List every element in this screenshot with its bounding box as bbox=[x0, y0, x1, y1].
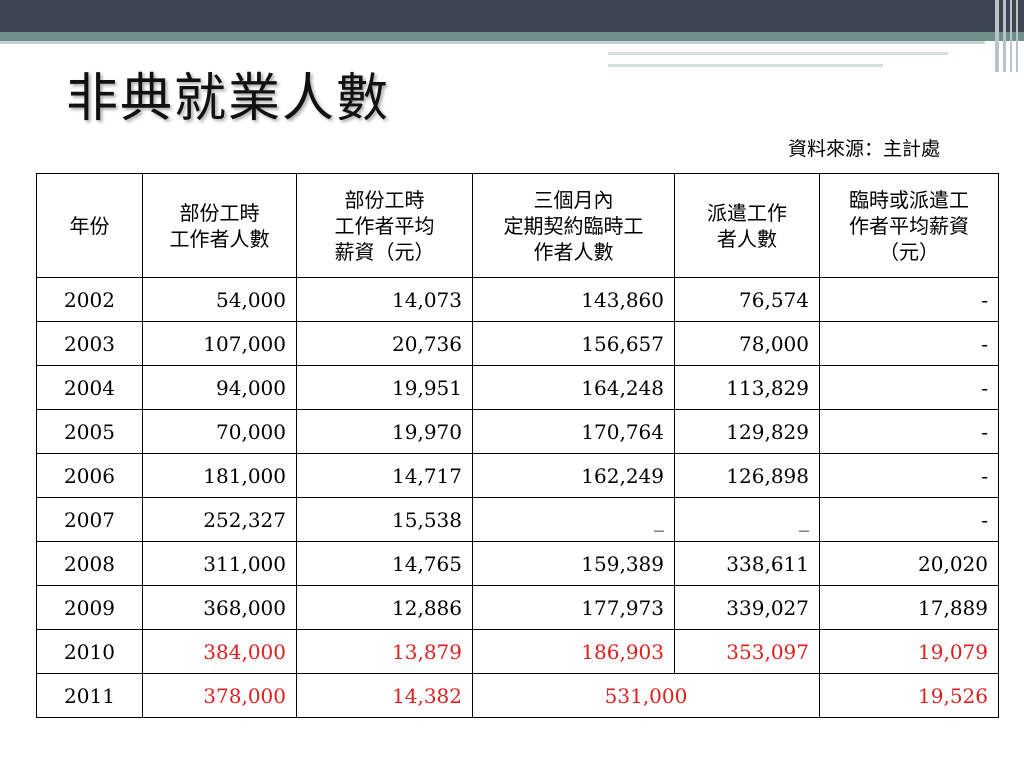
cell-temp-dispatch-wage: - bbox=[819, 321, 999, 366]
table-row: 2008 311,000 14,765 159,389 338,611 20,0… bbox=[36, 541, 999, 586]
cell-dispatch-count: 113,829 bbox=[674, 365, 820, 410]
cell-temp-contract-count: _ bbox=[472, 497, 675, 542]
cell-dispatch-count: 78,000 bbox=[674, 321, 820, 366]
top-decor-bar bbox=[0, 0, 1024, 32]
cell-temp-dispatch-wage: 17,889 bbox=[819, 585, 999, 630]
cell-dispatch-count: 76,574 bbox=[674, 277, 820, 322]
cell-part-time-count: 378,000 bbox=[142, 673, 297, 718]
table-row: 2003 107,000 20,736 156,657 78,000 - bbox=[36, 321, 999, 366]
cell-part-time-count: 181,000 bbox=[142, 453, 297, 498]
cell-part-time-wage: 14,073 bbox=[296, 277, 473, 322]
employment-table: 年份 部份工時 工作者人數 部份工時 工作者平均 薪資（元） 三個月內 定期契約… bbox=[36, 173, 999, 718]
header-dispatch-count: 派遣工作 者人數 bbox=[674, 173, 820, 278]
cell-temp-contract-count: 177,973 bbox=[472, 585, 675, 630]
cell-part-time-count: 107,000 bbox=[142, 321, 297, 366]
cell-part-time-wage: 14,765 bbox=[296, 541, 473, 586]
cell-year: 2008 bbox=[36, 541, 143, 586]
cell-year: 2010 bbox=[36, 629, 143, 674]
cell-part-time-wage: 14,382 bbox=[296, 673, 473, 718]
cell-temp-contract-count: 143,860 bbox=[472, 277, 675, 322]
cell-dispatch-count: 339,027 bbox=[674, 585, 820, 630]
cell-part-time-count: 70,000 bbox=[142, 409, 297, 454]
cell-part-time-count: 384,000 bbox=[142, 629, 297, 674]
cell-year: 2003 bbox=[36, 321, 143, 366]
cell-part-time-wage: 14,717 bbox=[296, 453, 473, 498]
cell-temp-contract-count: 159,389 bbox=[472, 541, 675, 586]
cell-year: 2007 bbox=[36, 497, 143, 542]
decor-teal-stripe bbox=[0, 32, 1024, 41]
source-note: 資料來源：主計處 bbox=[788, 138, 941, 160]
cell-part-time-wage: 19,951 bbox=[296, 365, 473, 410]
table-row: 2005 70,000 19,970 170,764 129,829 - bbox=[36, 409, 999, 454]
cell-year: 2005 bbox=[36, 409, 143, 454]
cell-part-time-count: 54,000 bbox=[142, 277, 297, 322]
decor-thin-stripe bbox=[0, 41, 985, 44]
cell-part-time-wage: 20,736 bbox=[296, 321, 473, 366]
cell-part-time-count: 368,000 bbox=[142, 585, 297, 630]
cell-temp-dispatch-wage: - bbox=[819, 453, 999, 498]
table-row: 2010 384,000 13,879 186,903 353,097 19,0… bbox=[36, 629, 999, 674]
cell-part-time-wage: 15,538 bbox=[296, 497, 473, 542]
cell-temp-dispatch-wage: - bbox=[819, 365, 999, 410]
header-year: 年份 bbox=[36, 173, 143, 278]
cell-dispatch-count: 126,898 bbox=[674, 453, 820, 498]
header-temp-contract-count: 三個月內 定期契約臨時工 作者人數 bbox=[472, 173, 675, 278]
cell-dispatch-count: _ bbox=[674, 497, 820, 542]
header-part-time-wage: 部份工時 工作者平均 薪資（元） bbox=[296, 173, 473, 278]
cell-temp-and-dispatch-count: 531,000 bbox=[472, 673, 820, 718]
header-part-time-count: 部份工時 工作者人數 bbox=[142, 173, 297, 278]
cell-temp-contract-count: 156,657 bbox=[472, 321, 675, 366]
cell-temp-contract-count: 164,248 bbox=[472, 365, 675, 410]
cell-year: 2004 bbox=[36, 365, 143, 410]
table-row: 2006 181,000 14,717 162,249 126,898 - bbox=[36, 453, 999, 498]
table-row: 2009 368,000 12,886 177,973 339,027 17,8… bbox=[36, 585, 999, 630]
cell-temp-contract-count: 162,249 bbox=[472, 453, 675, 498]
cell-part-time-wage: 13,879 bbox=[296, 629, 473, 674]
cell-part-time-wage: 19,970 bbox=[296, 409, 473, 454]
cell-part-time-count: 311,000 bbox=[142, 541, 297, 586]
cell-part-time-count: 252,327 bbox=[142, 497, 297, 542]
cell-dispatch-count: 338,611 bbox=[674, 541, 820, 586]
cell-temp-dispatch-wage: 20,020 bbox=[819, 541, 999, 586]
cell-temp-dispatch-wage: 19,079 bbox=[819, 629, 999, 674]
cell-temp-dispatch-wage: - bbox=[819, 497, 999, 542]
decor-short-line bbox=[608, 52, 948, 55]
cell-year: 2006 bbox=[36, 453, 143, 498]
cell-dispatch-count: 353,097 bbox=[674, 629, 820, 674]
decor-vertical-bars bbox=[993, 0, 1024, 72]
page-title: 非典就業人數 bbox=[66, 69, 391, 129]
table-row: 2004 94,000 19,951 164,248 113,829 - bbox=[36, 365, 999, 410]
cell-year: 2002 bbox=[36, 277, 143, 322]
cell-temp-dispatch-wage: 19,526 bbox=[819, 673, 999, 718]
cell-part-time-wage: 12,886 bbox=[296, 585, 473, 630]
cell-temp-contract-count: 170,764 bbox=[472, 409, 675, 454]
cell-temp-dispatch-wage: - bbox=[819, 409, 999, 454]
table-row: 2002 54,000 14,073 143,860 76,574 - bbox=[36, 277, 999, 322]
header-row: 年份 部份工時 工作者人數 部份工時 工作者平均 薪資（元） 三個月內 定期契約… bbox=[36, 173, 999, 278]
cell-part-time-count: 94,000 bbox=[142, 365, 297, 410]
cell-temp-contract-count: 186,903 bbox=[472, 629, 675, 674]
cell-year: 2011 bbox=[36, 673, 143, 718]
cell-year: 2009 bbox=[36, 585, 143, 630]
decor-short-line-2 bbox=[608, 64, 883, 67]
header-temp-dispatch-wage: 臨時或派遣工 作者平均薪資 （元） bbox=[819, 173, 999, 278]
table-row: 2011 378,000 14,382 531,000 19,526 bbox=[36, 673, 999, 718]
table-row: 2007 252,327 15,538 _ _ - bbox=[36, 497, 999, 542]
cell-temp-dispatch-wage: - bbox=[819, 277, 999, 322]
cell-dispatch-count: 129,829 bbox=[674, 409, 820, 454]
